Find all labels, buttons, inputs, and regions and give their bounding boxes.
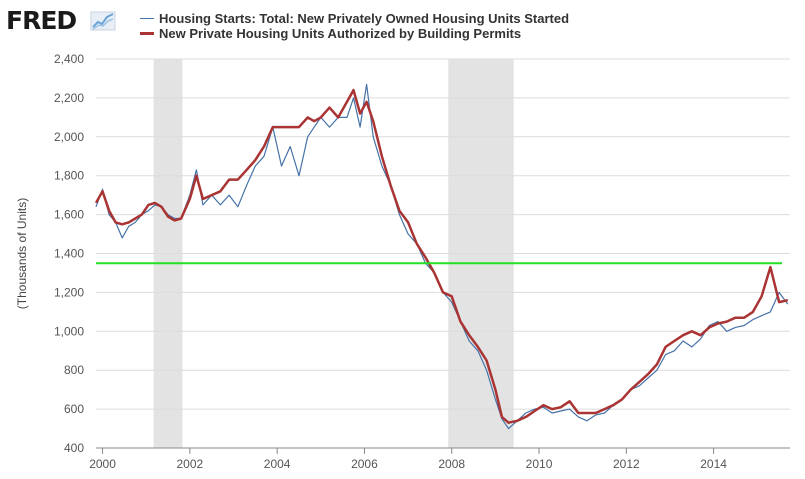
x-tick-label-2014: 2014	[700, 457, 727, 471]
y-tick-label-1800: 1,800	[54, 169, 84, 183]
y-tick-label-2200: 2,200	[54, 91, 84, 105]
y-tick-label-2400: 2,400	[54, 52, 84, 66]
y-tick-label-2000: 2,000	[54, 130, 84, 144]
series-lines	[94, 83, 789, 430]
chart-line-icon	[90, 11, 116, 31]
y-tick-label-800: 800	[64, 363, 84, 377]
y-axis-label: (Thousands of Units)	[15, 198, 29, 309]
x-tick-label-2012: 2012	[613, 457, 640, 471]
legend-label-housing-starts: Housing Starts: Total: New Privately Own…	[159, 10, 570, 26]
y-tick-label-400: 400	[64, 441, 84, 455]
x-tick-label-2000: 2000	[89, 457, 116, 471]
logo-text: FRED	[6, 6, 77, 35]
legend-swatch-housing-starts	[140, 17, 154, 19]
legend-item-building-permits[interactable]: New Private Housing Units Authorized by …	[140, 25, 522, 41]
legend-swatch-building-permits	[140, 31, 154, 35]
series-line-building-permits	[94, 88, 789, 424]
legend-label-building-permits: New Private Housing Units Authorized by …	[159, 25, 522, 41]
legend-item-housing-starts[interactable]: Housing Starts: Total: New Privately Own…	[140, 10, 570, 26]
x-tick-label-2006: 2006	[351, 457, 378, 471]
x-axis-ticks: 2000 2002 2004 2006 2008 2010 2012 2014	[89, 448, 727, 471]
y-tick-label-1000: 1,000	[54, 324, 84, 338]
grid-lines	[96, 58, 790, 410]
y-tick-label-1600: 1,600	[54, 208, 84, 222]
x-tick-label-2004: 2004	[264, 457, 291, 471]
y-tick-label-1400: 1,400	[54, 247, 84, 261]
x-tick-label-2002: 2002	[176, 457, 203, 471]
x-tick-label-2010: 2010	[526, 457, 553, 471]
x-tick-label-2008: 2008	[438, 457, 465, 471]
y-axis-ticks: 400 600 800 1,000 1,200 1,400 1,600 1,800 2,000 2…	[54, 52, 84, 455]
fred-logo[interactable]: FRED	[6, 6, 118, 36]
y-tick-label-600: 600	[64, 402, 84, 416]
y-tick-label-1200: 1,200	[54, 285, 84, 299]
series-line-housing-starts	[95, 83, 789, 430]
